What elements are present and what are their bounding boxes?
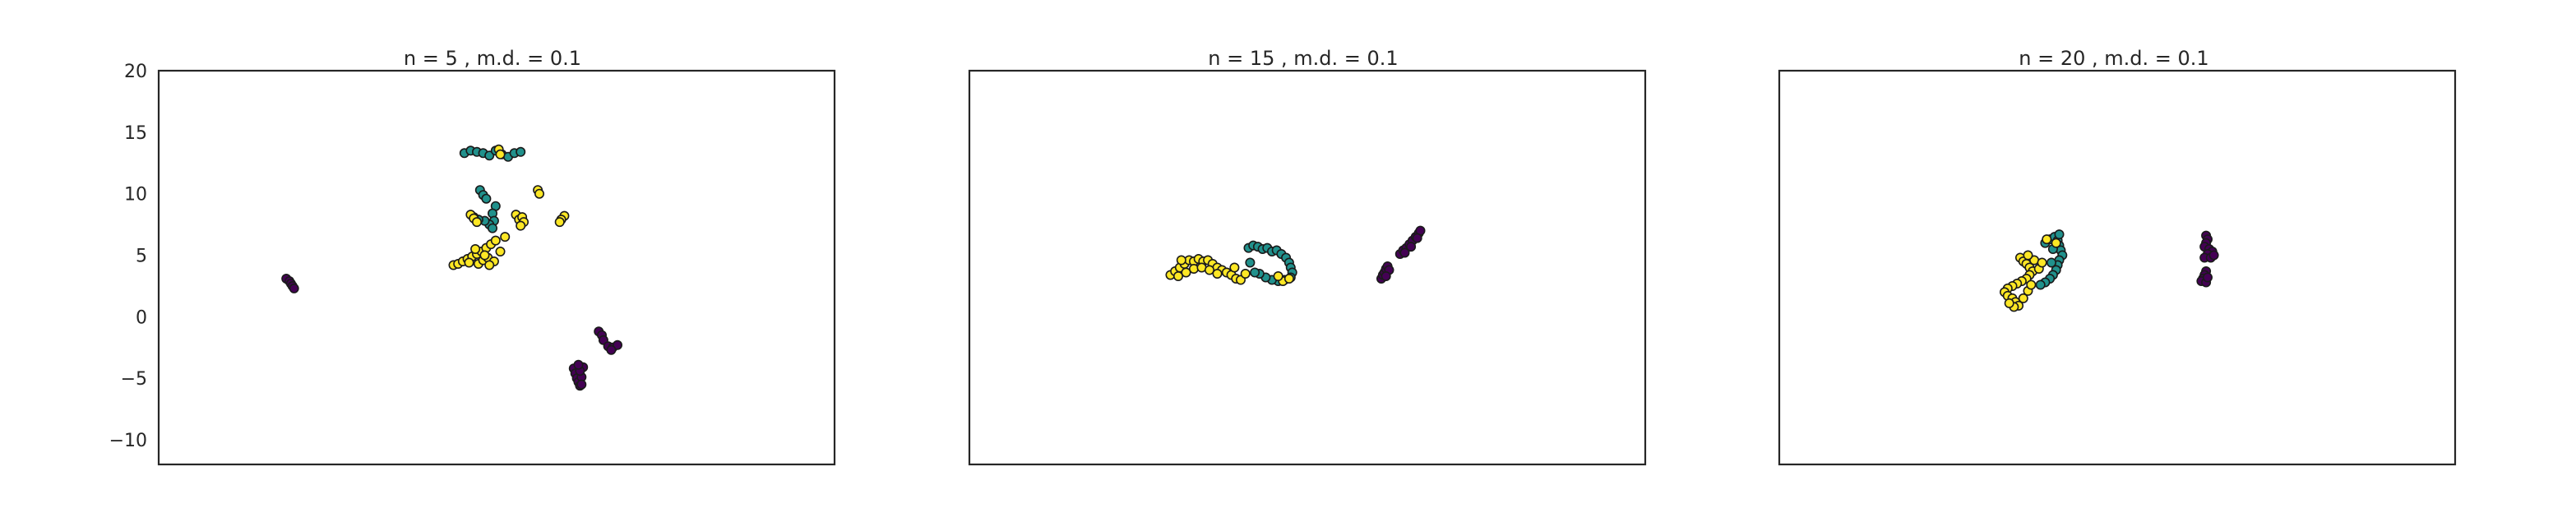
scatter-point [1283,273,1294,284]
panel-2: n = 15 , m.d. = 0.1 [968,47,1647,466]
scatter-point [2037,257,2047,268]
y-tick-label: 0 [136,307,147,328]
scatter-point [1380,270,1391,281]
y-tick-label: −5 [121,369,147,390]
scatter-point [1205,265,1215,275]
y-tick-label: −10 [109,431,147,451]
scatter-point [490,235,501,246]
panel-1-frame [157,69,836,466]
scatter-point [1412,233,1422,243]
scatter-point [2051,238,2061,248]
scatter-point [1399,247,1410,258]
scatter-point [1173,270,1184,281]
scatter-point [2042,234,2052,245]
scatter-point [495,149,506,159]
scatter-point [2208,250,2219,261]
scatter-point [1240,268,1251,279]
scatter-point [289,283,299,293]
scatter-point [1245,257,1256,268]
scatter-point [606,344,617,355]
scatter-point [534,188,544,199]
scatter-point [1250,267,1260,278]
y-tick-label: 20 [124,62,147,82]
y-tick-label: 10 [124,185,147,206]
scatter-point [2018,293,2028,303]
panel-3-frame [1778,69,2457,466]
scatter-point [500,232,511,242]
y-tick-label: 15 [124,123,147,144]
scatter-point [612,339,622,350]
scatter-point [554,217,565,228]
scatter-point [1176,255,1186,266]
panel-1: n = 5 , m.d. = 0.1 −10 −5 0 5 10 15 20 [109,47,836,466]
scatter-point [2046,257,2057,268]
panel-1-y-axis: −10 −5 0 5 10 15 20 [109,62,147,451]
panel-2-frame [968,69,1647,466]
scatter-point [573,359,584,370]
scatter-point [1229,262,1240,273]
panel-3-points [2000,229,2219,312]
scatter-point [1273,270,1283,281]
scatter-point [481,193,492,204]
scatter-point [2054,229,2065,240]
scatter-point [2026,279,2037,290]
scatter-point [484,150,495,161]
scatter-point [484,260,495,270]
scatter-point [1181,267,1191,278]
panel-3: n = 20 , m.d. = 0.1 [1778,47,2457,466]
panel-3-title: n = 20 , m.d. = 0.1 [2019,47,2208,70]
panel-2-title: n = 15 , m.d. = 0.1 [1208,47,1398,70]
panel-2-points [1165,225,1426,286]
panel-1-title: n = 5 , m.d. = 0.1 [404,47,581,70]
scatter-point [516,220,526,231]
scatter-point [1189,263,1200,274]
scatter-point [495,246,506,256]
scatter-point [576,379,587,390]
scatter-point [2004,298,2014,308]
scatter-point [516,146,526,157]
scatter-point [470,243,481,254]
scatter-point [2023,250,2033,261]
scatter-point [479,250,490,261]
scatter-point [487,223,497,233]
scatter-point [471,217,482,228]
scatter-point [2203,272,2213,283]
scatter-point [464,257,474,268]
scatter-point [1212,268,1223,279]
panel-1-points [281,144,622,391]
y-tick-label: 5 [136,247,147,267]
scatter-point [2035,279,2046,290]
scatter-point [1406,242,1417,252]
